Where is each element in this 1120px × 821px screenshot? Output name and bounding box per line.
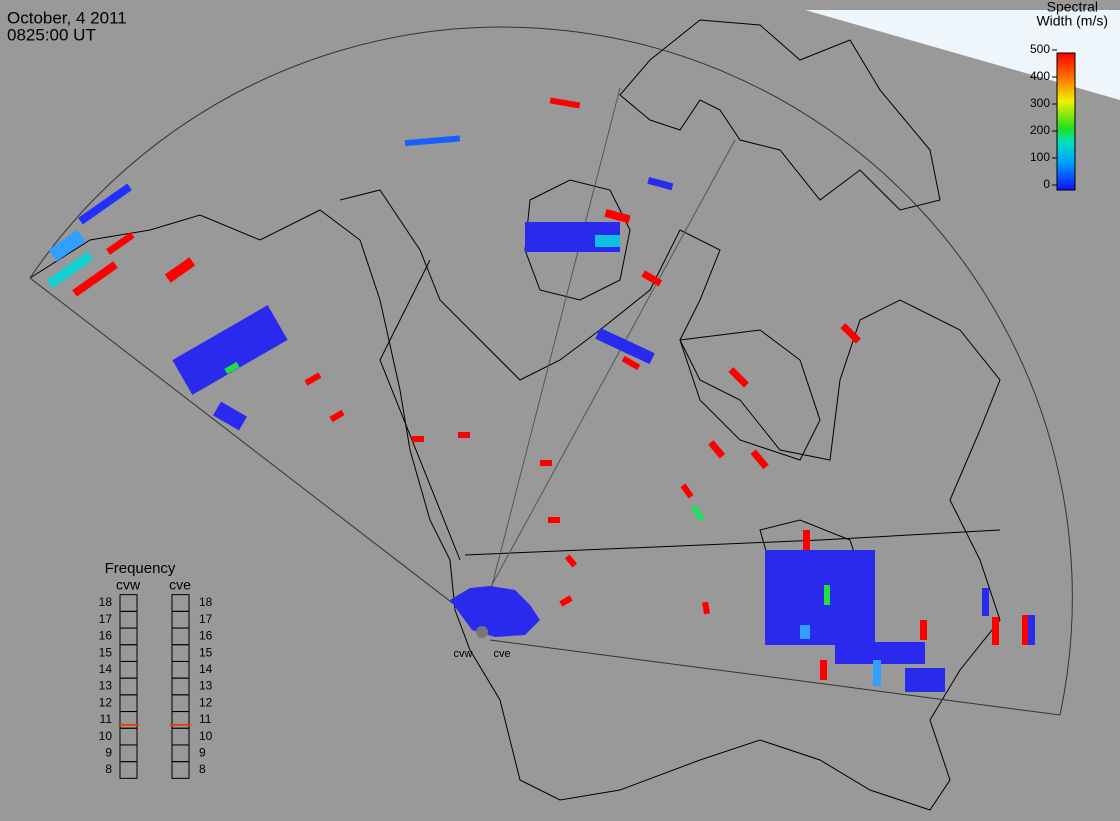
echo bbox=[604, 209, 631, 224]
echo bbox=[641, 270, 663, 287]
colorbar-tick-label: 300 bbox=[1030, 96, 1050, 110]
echo bbox=[595, 235, 620, 247]
echo bbox=[329, 409, 345, 423]
echo bbox=[803, 530, 810, 550]
coastlines bbox=[29, 19, 1001, 811]
frequency-tick-label: 11 bbox=[199, 712, 212, 726]
date: October, 4 2011 bbox=[7, 8, 127, 27]
echo bbox=[450, 586, 540, 637]
frequency-tick-label: 18 bbox=[99, 595, 113, 609]
colorbar-tick-label: 500 bbox=[1030, 42, 1050, 56]
echo bbox=[728, 367, 749, 388]
radar-name: cvw bbox=[116, 577, 141, 593]
echo bbox=[404, 135, 461, 147]
station-label: cve bbox=[493, 648, 510, 660]
colorbar-tick-label: 400 bbox=[1030, 69, 1050, 83]
frequency-tick-label: 13 bbox=[199, 679, 213, 693]
radar-site bbox=[476, 626, 488, 638]
echo bbox=[835, 642, 925, 664]
echo bbox=[982, 588, 989, 616]
echo bbox=[840, 323, 861, 344]
frequency-tick-label: 18 bbox=[199, 595, 213, 609]
frequency-tick-label: 13 bbox=[99, 679, 113, 693]
echo bbox=[213, 401, 247, 431]
frequency-tick-label: 17 bbox=[199, 612, 213, 626]
echo bbox=[540, 460, 552, 466]
radar-name: cve bbox=[169, 577, 191, 593]
echo bbox=[105, 231, 135, 255]
frequency-tick-label: 15 bbox=[199, 645, 213, 659]
echo bbox=[800, 625, 810, 639]
echo bbox=[548, 517, 560, 523]
echo bbox=[304, 372, 322, 386]
echo bbox=[708, 440, 726, 459]
echo bbox=[765, 550, 875, 645]
echo bbox=[873, 660, 881, 686]
echo bbox=[647, 176, 674, 191]
frequency-tick-label: 10 bbox=[199, 729, 213, 743]
colorbar-title: Spectral bbox=[1047, 0, 1098, 15]
frequency-cell bbox=[171, 594, 190, 612]
echo bbox=[680, 483, 694, 499]
frequency-cell bbox=[119, 594, 138, 612]
echo bbox=[920, 620, 927, 640]
echo bbox=[224, 361, 240, 375]
echo bbox=[905, 668, 945, 692]
beam-line bbox=[469, 87, 736, 633]
frequency-tick-label: 9 bbox=[199, 745, 206, 759]
echo bbox=[78, 183, 132, 225]
frequency-title: Frequency bbox=[105, 560, 176, 577]
echo bbox=[564, 554, 578, 568]
frequency-tick-label: 9 bbox=[105, 745, 112, 759]
echo bbox=[458, 432, 470, 438]
frequency-tick-label: 14 bbox=[99, 662, 113, 676]
colorbar bbox=[1056, 52, 1076, 191]
echo bbox=[559, 595, 573, 607]
colorbar-tick-label: 100 bbox=[1030, 150, 1050, 164]
colorbar-title: Width (m/s) bbox=[1036, 13, 1108, 29]
frequency-tick-label: 16 bbox=[99, 629, 113, 643]
frequency-tick-label: 10 bbox=[99, 729, 113, 743]
echo bbox=[690, 504, 706, 522]
echo bbox=[992, 617, 999, 645]
echoes bbox=[46, 97, 1035, 692]
day-region bbox=[805, 10, 1120, 100]
echo bbox=[549, 97, 581, 109]
echo bbox=[412, 436, 424, 442]
echo bbox=[172, 305, 288, 395]
echo bbox=[46, 251, 94, 289]
echo bbox=[820, 660, 827, 680]
frequency-tick-label: 8 bbox=[105, 762, 112, 776]
echo bbox=[72, 261, 118, 297]
echo bbox=[1022, 615, 1029, 645]
station-label: cvw bbox=[454, 648, 473, 660]
echo bbox=[702, 601, 710, 615]
echo bbox=[48, 229, 86, 262]
frequency-tick-label: 17 bbox=[99, 612, 113, 626]
echo bbox=[750, 449, 769, 470]
frequency-tick-label: 12 bbox=[99, 695, 113, 709]
echo bbox=[621, 355, 641, 371]
colorbar-tick-label: 0 bbox=[1043, 177, 1050, 191]
echo bbox=[164, 257, 196, 283]
radar-fov bbox=[29, 26, 1073, 716]
frequency-tick-label: 16 bbox=[199, 629, 213, 643]
echo bbox=[1028, 615, 1035, 645]
echo bbox=[824, 585, 830, 605]
frequency-tick-label: 14 bbox=[199, 662, 213, 676]
frequency-tick-label: 8 bbox=[199, 762, 206, 776]
frequency-tick-label: 11 bbox=[100, 712, 113, 726]
frequency-tick-label: 12 bbox=[199, 695, 213, 709]
frequency-tick-label: 15 bbox=[99, 645, 113, 659]
time: 0825:00 UT bbox=[7, 25, 96, 44]
colorbar-tick-label: 200 bbox=[1030, 123, 1050, 137]
echo bbox=[595, 327, 655, 365]
